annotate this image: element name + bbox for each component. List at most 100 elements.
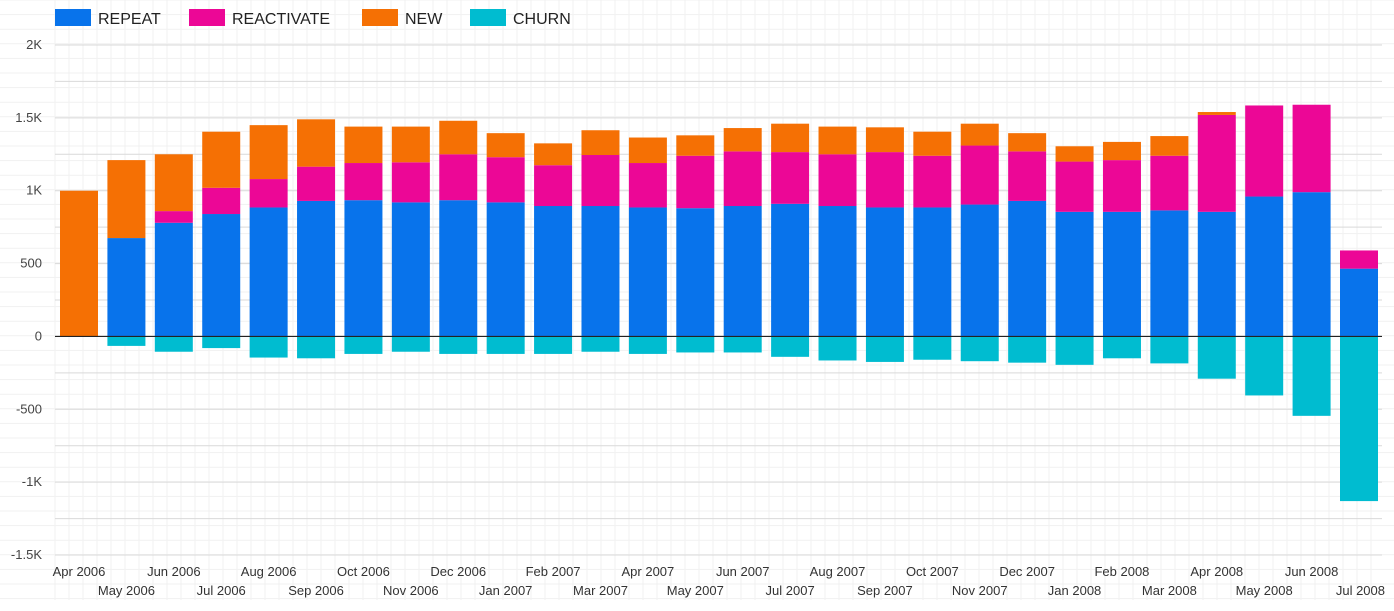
- bar-churn: May 2007 CHURN: -110: [676, 336, 715, 353]
- x-tick-label: Mar 2008: [1142, 583, 1197, 598]
- bar-new: Sep 2006 NEW: 325: [297, 119, 336, 167]
- x-tick-label: Feb 2008: [1094, 564, 1149, 579]
- x-tick-label: Mar 2007: [573, 583, 628, 598]
- bar-churn: Apr 2008 CHURN: -290: [1197, 336, 1236, 379]
- x-tick-label: Sep 2006: [288, 583, 344, 598]
- legend-label-churn: CHURN: [513, 11, 571, 28]
- bar-reactivate: Oct 2006 REACTIVATE: 255: [344, 163, 383, 201]
- x-tick-label: Oct 2006: [337, 564, 390, 579]
- bar-repeat: Sep 2007 REPEAT: 885: [865, 207, 904, 337]
- legend-label-reactivate: REACTIVATE: [232, 11, 330, 28]
- bar-churn: Jan 2008 CHURN: -195: [1055, 336, 1094, 365]
- x-tick-label: Jun 2007: [716, 564, 770, 579]
- x-tick-label: Jan 2007: [479, 583, 533, 598]
- bar-churn: Feb 2007 CHURN: -120: [534, 336, 573, 354]
- y-tick-label: 2K: [26, 37, 42, 52]
- legend-swatch-new: [362, 9, 398, 26]
- bar-churn: Sep 2007 CHURN: -175: [865, 336, 904, 362]
- legend-label-new: NEW: [405, 11, 443, 28]
- bar-repeat: Aug 2006 REPEAT: 885: [249, 207, 288, 337]
- bar-churn: Mar 2007 CHURN: -105: [581, 336, 620, 352]
- bar-new: May 2006 NEW: 535: [107, 160, 146, 239]
- bar-repeat: Jun 2007 REPEAT: 895: [723, 206, 762, 337]
- y-tick-label: -1.5K: [11, 547, 42, 562]
- bar-churn: Apr 2007 CHURN: -120: [628, 336, 667, 354]
- x-tick-label: Apr 2006: [53, 564, 106, 579]
- bar-new: Feb 2008 NEW: 125: [1102, 141, 1141, 161]
- bar-new: Nov 2006 NEW: 245: [391, 126, 430, 163]
- legend-swatch-churn: [470, 9, 506, 26]
- bar-reactivate: Sep 2007 REACTIVATE: 380: [865, 152, 904, 208]
- bar-reactivate: Dec 2006 REACTIVATE: 315: [439, 154, 478, 201]
- bar-repeat: Nov 2007 REPEAT: 905: [960, 204, 999, 337]
- bar-repeat: Jan 2007 REPEAT: 920: [486, 202, 525, 337]
- bar-new: Dec 2007 NEW: 125: [1008, 133, 1047, 152]
- bar-repeat: Dec 2006 REPEAT: 935: [439, 200, 478, 337]
- x-tick-label: Jul 2006: [197, 583, 246, 598]
- bar-repeat: Jul 2007 REPEAT: 910: [771, 203, 810, 337]
- x-tick-label: May 2006: [98, 583, 155, 598]
- bar-new: Jul 2007 NEW: 195: [771, 123, 810, 153]
- bar-repeat: Feb 2007 REPEAT: 895: [534, 206, 573, 337]
- bar-reactivate: Mar 2007 REACTIVATE: 350: [581, 155, 620, 207]
- bar-repeat: Sep 2006 REPEAT: 930: [297, 200, 336, 337]
- x-tick-label: May 2007: [667, 583, 724, 598]
- x-tick-label: Feb 2007: [526, 564, 581, 579]
- bar-new: Mar 2007 NEW: 170: [581, 130, 620, 156]
- bar-reactivate: Dec 2007 REACTIVATE: 340: [1008, 151, 1047, 201]
- bar-reactivate: Feb 2007 REACTIVATE: 280: [534, 165, 573, 207]
- bar-churn: Jun 2007 CHURN: -110: [723, 336, 762, 353]
- bar-reactivate: Aug 2006 REACTIVATE: 195: [249, 179, 288, 208]
- bar-reactivate: Jan 2007 REACTIVATE: 310: [486, 157, 525, 203]
- bar-reactivate: Sep 2006 REACTIVATE: 235: [297, 166, 336, 201]
- bar-reactivate: Apr 2007 REACTIVATE: 305: [628, 163, 667, 208]
- bar-new: Oct 2006 NEW: 250: [344, 126, 383, 164]
- bar-new: Jun 2006 NEW: 390: [154, 154, 193, 212]
- x-tick-label: Dec 2006: [430, 564, 486, 579]
- bar-reactivate: Apr 2008 REACTIVATE: 665: [1197, 114, 1236, 212]
- x-tick-label: Jul 2007: [766, 583, 815, 598]
- bar-new: Apr 2008 NEW: 20: [1197, 112, 1236, 115]
- bar-new: Jun 2007 NEW: 160: [723, 128, 762, 152]
- bar-new: Jul 2006 NEW: 385: [202, 131, 241, 188]
- bar-new: Jan 2007 NEW: 165: [486, 133, 525, 158]
- y-axis: -1.5K -1K -500 0 500 1K 1.5K 2K: [11, 37, 42, 562]
- bar-reactivate: Mar 2008 REACTIVATE: 375: [1150, 155, 1189, 211]
- bar-repeat: May 2008 REPEAT: 960: [1245, 196, 1284, 337]
- x-tick-label: Apr 2008: [1190, 564, 1243, 579]
- bar-reactivate: Aug 2007 REACTIVATE: 355: [818, 154, 857, 207]
- x-tick-label: Dec 2007: [999, 564, 1055, 579]
- x-tick-label: Jul 2008: [1336, 583, 1385, 598]
- bar-churn: Jul 2006 CHURN: -80: [202, 336, 241, 349]
- bar-repeat: Feb 2008 REPEAT: 855: [1102, 211, 1141, 337]
- bar-churn: Oct 2006 CHURN: -120: [344, 336, 383, 354]
- bar-reactivate: May 2007 REACTIVATE: 360: [676, 155, 715, 209]
- bar-churn: Jul 2007 CHURN: -140: [771, 336, 810, 357]
- bar-churn: Oct 2007 CHURN: -160: [913, 336, 952, 360]
- x-tick-label: Apr 2007: [622, 564, 675, 579]
- bar-churn: Jul 2008 CHURN: -1130: [1340, 336, 1378, 502]
- legend: REPEAT REACTIVATE NEW CHURN: [55, 9, 571, 28]
- bar-repeat: Oct 2007 REPEAT: 885: [913, 207, 952, 337]
- x-axis: Apr 2006 May 2006 Jun 2006 Jul 2006 Aug 2006…: [53, 564, 1385, 598]
- bar-reactivate: Oct 2007 REACTIVATE: 355: [913, 155, 952, 208]
- x-tick-label: May 2008: [1236, 583, 1293, 598]
- bar-new: Aug 2007 NEW: 190: [818, 126, 857, 155]
- bar-churn: Nov 2007 CHURN: -170: [960, 336, 999, 362]
- bar-repeat: Nov 2006 REPEAT: 920: [391, 202, 430, 337]
- x-tick-label: Aug 2007: [810, 564, 866, 579]
- bar-reactivate: Nov 2007 REACTIVATE: 405: [960, 145, 999, 205]
- bar-reactivate: Nov 2006 REACTIVATE: 275: [391, 162, 430, 203]
- y-tick-label: -500: [16, 401, 42, 416]
- y-tick-label: 500: [20, 256, 42, 271]
- bar-reactivate: Jul 2007 REACTIVATE: 355: [771, 152, 810, 204]
- bar-reactivate: Jan 2008 REACTIVATE: 345: [1055, 161, 1094, 212]
- bar-new: Dec 2006 NEW: 230: [439, 120, 478, 155]
- legend-swatch-reactivate: [189, 9, 225, 26]
- bar-repeat: Apr 2008 REPEAT: 855: [1197, 211, 1236, 337]
- bar-churn: Mar 2008 CHURN: -185: [1150, 336, 1189, 364]
- bar-repeat: Jan 2008 REPEAT: 855: [1055, 211, 1094, 337]
- bar-reactivate: Jun 2007 REACTIVATE: 375: [723, 151, 762, 207]
- bar-new: Mar 2008 NEW: 135: [1150, 136, 1189, 156]
- bar-churn: Sep 2006 CHURN: -150: [297, 336, 336, 359]
